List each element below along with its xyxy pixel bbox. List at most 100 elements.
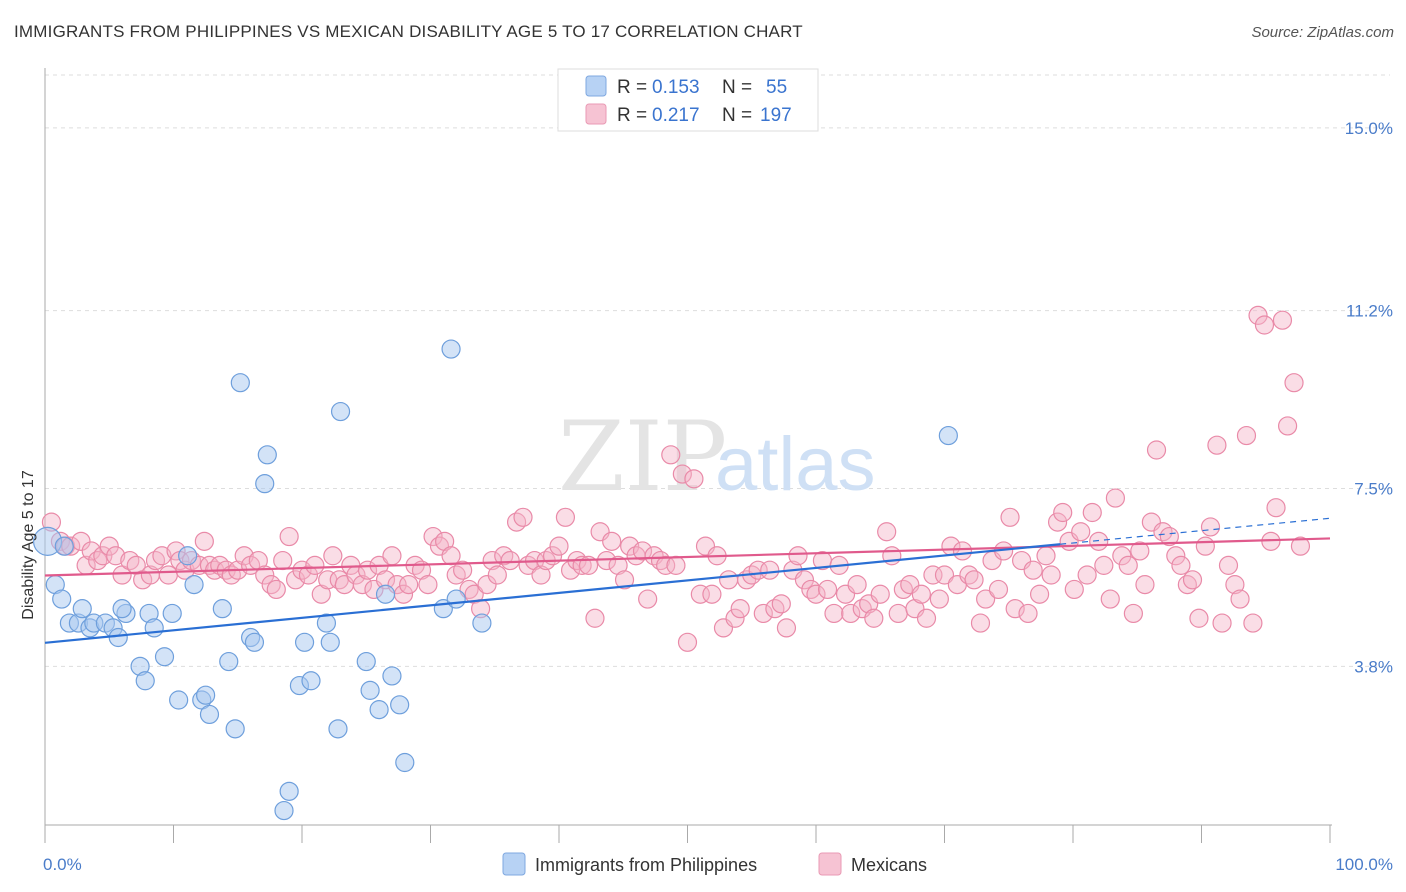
- x-tick-label: 100.0%: [1335, 855, 1393, 874]
- mexicans-point: [602, 531, 622, 551]
- philippines-point: [356, 651, 376, 672]
- mexicans-point: [666, 555, 686, 575]
- philippines-point: [316, 613, 337, 633]
- philippines-point: [112, 599, 132, 619]
- mexicans-point: [1195, 536, 1215, 556]
- philippines-point: [441, 339, 461, 359]
- mexicans-point: [824, 603, 844, 624]
- philippines-point: [52, 589, 72, 609]
- mexicans-point: [672, 464, 692, 484]
- legend-n-value: 197: [760, 105, 792, 126]
- mexicans-point: [158, 565, 178, 585]
- watermark: ZIP atlas: [558, 401, 876, 513]
- mexicans-point: [1277, 416, 1298, 436]
- philippines-point: [244, 632, 265, 652]
- mexicans-point: [656, 555, 676, 575]
- mexicans-point: [1266, 498, 1286, 518]
- mexicans-point: [1023, 560, 1043, 580]
- mexicans-point: [976, 589, 996, 609]
- mexicans-point: [1029, 584, 1050, 604]
- mexicans-point: [1254, 315, 1275, 335]
- philippines-point: [199, 704, 220, 725]
- philippines-point: [162, 603, 182, 624]
- mexicans-point: [1130, 541, 1150, 561]
- philippines-point: [219, 651, 239, 672]
- legend-r-label: R =: [617, 77, 647, 98]
- bottom-legend-mexicans: Mexicans: [851, 855, 927, 875]
- legend-pink-swatch: [585, 103, 607, 125]
- mexicans-point: [549, 536, 569, 556]
- mexicans-point: [273, 550, 293, 571]
- mexicans-point: [1166, 546, 1186, 566]
- mexicans-point: [632, 541, 653, 561]
- mexicans-point: [418, 575, 438, 595]
- legend-r-label: R =: [617, 105, 647, 126]
- mexicans-point: [352, 575, 372, 595]
- y-tick-label: 15.0%: [1345, 119, 1393, 138]
- mexicans-point: [531, 565, 551, 585]
- mexicans-point: [1284, 373, 1304, 393]
- mexicans-point: [847, 575, 867, 595]
- mexicans-point: [500, 550, 520, 571]
- mexicans-point: [794, 570, 815, 590]
- mexicans-point: [1272, 310, 1293, 330]
- bottom-legend-philippines: Immigrants from Philippines: [535, 855, 757, 875]
- watermark-atlas: atlas: [715, 422, 876, 507]
- mexicans-point: [661, 445, 681, 465]
- philippines-point: [375, 584, 396, 604]
- mexicans-point: [771, 594, 791, 614]
- mexicans-point: [99, 536, 119, 556]
- bottom-legend-pink-swatch: [818, 852, 842, 876]
- mexicans-point: [620, 536, 640, 556]
- philippines-point: [72, 599, 92, 619]
- mexicans-point: [806, 584, 826, 604]
- legend-r-value: 0.217: [652, 105, 700, 126]
- y-tick-label: 11.2%: [1346, 302, 1393, 321]
- mexicans-point: [1290, 536, 1311, 556]
- philippines-point: [54, 536, 74, 556]
- mexicans-point: [1248, 305, 1268, 325]
- mexicans-point: [1146, 440, 1167, 460]
- philippines-point: [395, 752, 415, 773]
- mexicans-point: [864, 608, 884, 628]
- philippines-point: [154, 647, 175, 667]
- mexicans-point: [911, 584, 931, 604]
- mexicans-point: [988, 579, 1009, 600]
- mexicans-point: [952, 541, 973, 561]
- mexicans-point: [1018, 603, 1038, 624]
- mexicans-point: [1200, 517, 1221, 537]
- y-tick-label: 3.8%: [1354, 657, 1393, 676]
- mexicans-point: [964, 570, 984, 590]
- mexicans-point: [1100, 589, 1120, 609]
- mexicans-point: [1094, 555, 1114, 575]
- mexicans-point: [776, 618, 797, 638]
- y-tick-label: 7.5%: [1354, 479, 1393, 498]
- mexicans-point: [555, 507, 576, 527]
- mexicans-point: [1082, 502, 1102, 523]
- mexicans-point: [877, 522, 897, 542]
- mexicans-point: [423, 526, 443, 547]
- mexicans-point: [152, 546, 172, 566]
- mexicans-point: [194, 531, 214, 551]
- mexicans-point: [513, 507, 533, 527]
- mexicans-point: [298, 565, 319, 585]
- mexicans-point: [1041, 565, 1061, 585]
- mexicans-point: [1118, 555, 1138, 575]
- mexicans-point: [81, 541, 101, 561]
- philippines-point: [328, 719, 348, 739]
- mexicans-point: [1123, 603, 1143, 624]
- mexicans-point: [1207, 435, 1227, 455]
- mexicans-point: [760, 560, 780, 580]
- axes: [44, 68, 1332, 843]
- mexicans-point: [841, 603, 861, 624]
- mexicans-point: [1182, 570, 1203, 590]
- mexicans-point: [1053, 502, 1073, 523]
- mexicans-point: [1105, 488, 1126, 508]
- mexicans-point: [677, 632, 698, 652]
- philippines-point: [446, 589, 466, 609]
- mexicans-point: [1000, 507, 1020, 527]
- mexicans-point: [106, 546, 126, 566]
- philippines-point: [212, 599, 232, 619]
- mexicans-point: [753, 603, 773, 624]
